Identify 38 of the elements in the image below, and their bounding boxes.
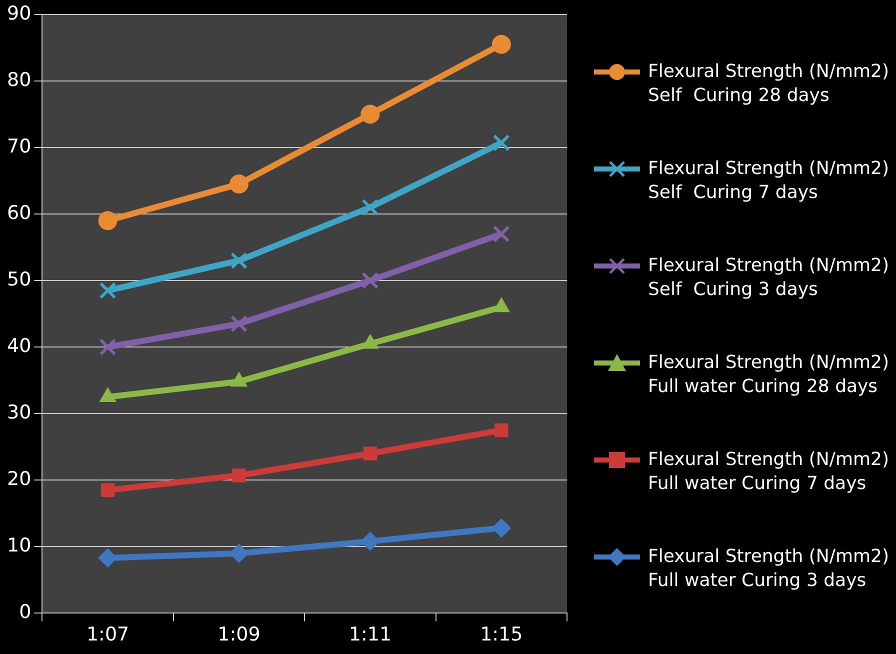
legend-label: Flexural Strength (N/mm2) Full water Curing 28 days	[648, 351, 890, 399]
y-tick-label: 90	[6, 2, 32, 24]
y-tick-label: 60	[6, 202, 32, 224]
point	[494, 423, 508, 438]
point	[492, 518, 511, 538]
y-tick-label: 80	[6, 68, 32, 91]
point	[360, 104, 380, 124]
point	[363, 446, 378, 460]
legend-label: Flexural Strength (N/mm2) Full water Curing 3 days	[648, 545, 890, 593]
legend-label: Flexural Strength (N/mm2) Self Curing 3 days	[648, 254, 890, 302]
point	[100, 483, 115, 497]
point	[362, 272, 379, 290]
point	[492, 225, 510, 243]
y-tick-label: 40	[6, 335, 32, 358]
y-tick-label: 0	[19, 601, 32, 624]
point	[230, 315, 248, 332]
point	[362, 198, 379, 216]
legend-label: Flexural Strength (N/mm2) Self Curing 7 days	[648, 157, 890, 205]
point	[492, 34, 511, 54]
legend-label: Flexural Strength (N/mm2) Self Curing 28 days	[648, 60, 890, 108]
x-tick-label: 1:07	[86, 624, 130, 646]
y-tick-label: 70	[6, 135, 32, 158]
y-tick-label: 10	[6, 534, 32, 557]
y-tick-label: 30	[6, 402, 32, 424]
legend-label: Flexural Strength (N/mm2) Full water Curing 7 days	[648, 448, 890, 496]
y-tick-label: 50	[6, 268, 32, 290]
point	[99, 338, 116, 356]
x-tick-label: 1:09	[218, 624, 260, 646]
point	[99, 282, 116, 300]
point	[98, 211, 118, 230]
point	[230, 252, 248, 270]
y-tick-label: 20	[6, 468, 32, 490]
point	[360, 532, 380, 551]
point	[232, 468, 246, 482]
point	[492, 134, 510, 152]
x-tick-label: 1:15	[480, 624, 523, 646]
point	[229, 174, 248, 194]
x-tick-label: 1:11	[348, 624, 392, 646]
